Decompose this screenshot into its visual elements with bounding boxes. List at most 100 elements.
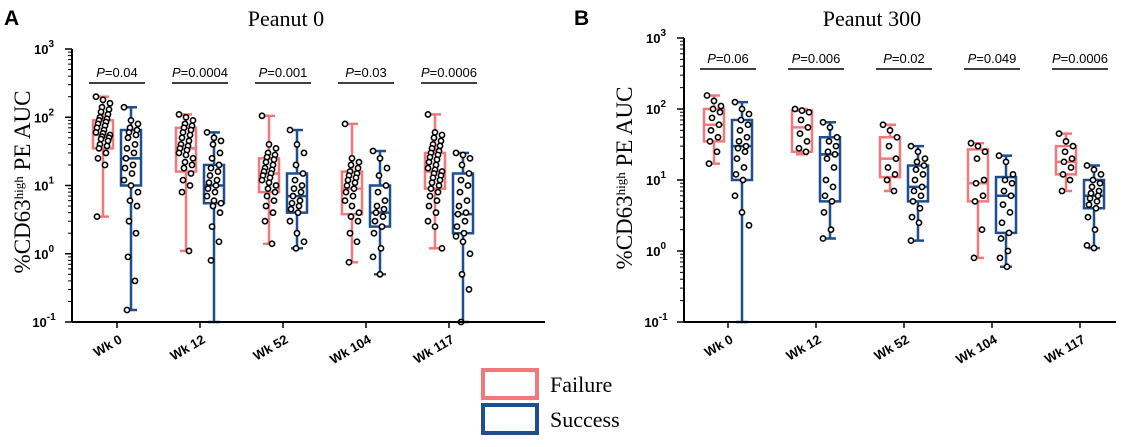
- panel-a-success-data-point: [377, 244, 385, 252]
- panel-b-success-data-point: [731, 192, 739, 200]
- panel-a-success-data-point: [466, 250, 474, 258]
- panel-a-success-data-point: [132, 229, 140, 237]
- panel-a-failure-data-point: [350, 185, 358, 193]
- panel-a-failure-data-point: [175, 149, 183, 157]
- panel-b-failure-data-point: [979, 192, 987, 200]
- panel-b-success-data-point: [1087, 189, 1095, 197]
- panel-b-success-data-point: [919, 170, 927, 178]
- panel-a-success-data-point: [126, 197, 134, 205]
- panel-b-success-data-point: [825, 137, 833, 145]
- panel-a-failure-data-point: [427, 185, 435, 193]
- panel-a-x-ticks: Wk 0 Wk 12 Wk 52 Wk 104 Wk 117: [91, 322, 457, 367]
- panel-b-success-data-point: [824, 148, 832, 156]
- panel-a-success-data-point: [374, 188, 382, 196]
- panel-b-success-data-point: [1006, 208, 1014, 216]
- panel-b-failure-data-point: [974, 142, 982, 150]
- panel-b-success-data-point: [996, 254, 1004, 262]
- panel-b-failure-data-point: [1067, 164, 1075, 171]
- panel-a-failure-data-point: [264, 185, 272, 193]
- panel-a-failure-data-point: [186, 182, 194, 189]
- panel-a-success-data-point: [209, 141, 217, 148]
- panel-b-success-data-point: [820, 208, 828, 216]
- panel-a-success-data-point: [369, 253, 377, 261]
- panel-b-success-data-point: [745, 221, 753, 229]
- panel-a-success-data-point: [380, 205, 388, 213]
- panel-a-success-data-point: [369, 147, 377, 155]
- panel-a-p-value: P=0.04: [96, 65, 138, 80]
- panel-a-success-data-point: [461, 217, 469, 225]
- panel-a-failure-data-point: [179, 176, 187, 184]
- panel-b-failure-data-point: [973, 155, 981, 163]
- panel-a-success-data-point: [120, 103, 128, 111]
- panel-a-failure-data-point: [181, 158, 189, 166]
- panel-a-success-data-point: [300, 238, 308, 246]
- panel-a-success-data-point: [459, 238, 467, 246]
- panel-b-failure-data-point: [707, 126, 715, 134]
- panel-b-failure-data-point: [971, 197, 979, 205]
- panel-a-success-data-point: [133, 202, 141, 210]
- panel-b-y-tick-label: 100: [646, 241, 666, 259]
- panel-a-success-data-point: [127, 182, 135, 189]
- panel-b-failure-data-point: [798, 107, 806, 114]
- panel-a-success-data-point: [463, 197, 471, 205]
- panel-a-failure-data-point: [354, 217, 362, 225]
- panel-a-failure-data-point: [187, 170, 195, 177]
- panel-a-success-data-point: [207, 256, 215, 264]
- panel-b-success-data-point: [732, 170, 740, 178]
- panel-a-success-data-point: [296, 197, 304, 205]
- panel-a-failure-data-point: [97, 108, 105, 116]
- panel-a-success-data-point: [460, 229, 468, 237]
- panel-a-failure-data-point: [106, 99, 114, 107]
- panel-b-failure-data-point: [1058, 187, 1066, 195]
- panel-b-failure-data-point: [713, 148, 721, 156]
- panel-b: B Peanut 300 %CD63high PE AUC 10-1 100 101…: [574, 6, 1116, 367]
- panel-b-success-data-point: [995, 152, 1003, 160]
- panel-b-category-label: Wk 104: [953, 331, 1000, 367]
- panel-a-failure-data-point: [435, 182, 443, 189]
- panel-b-failure-data-point: [885, 142, 893, 150]
- panel-a-y-tick-label: 101: [34, 176, 54, 194]
- panel-a-failure-data-point: [432, 209, 440, 217]
- panel-b-success-data-point: [1091, 226, 1099, 234]
- panel-a-failure-data-point: [351, 179, 359, 187]
- panel-b-success-data-point: [1083, 162, 1091, 169]
- panel-a-failure-data-point: [424, 164, 432, 172]
- panel-b-p-value: P=0.06: [707, 51, 749, 66]
- panel-b-success-data-point: [1085, 201, 1093, 209]
- panel-b-failure-data-point: [796, 130, 804, 138]
- panel-b-failure-box: [878, 136, 902, 179]
- panel-b-failure-data-point: [795, 144, 803, 152]
- panel-a-y-tick-label: 10-1: [32, 312, 56, 330]
- panel-b-success-data-point: [1086, 195, 1094, 202]
- panel-a-failure-data-point: [271, 188, 279, 196]
- panel-b-success-data-point: [999, 201, 1007, 209]
- panel-a-y-tick-label: 100: [34, 244, 54, 262]
- panel-a-success-data-point: [373, 202, 381, 210]
- panel-b-success-data-point: [738, 105, 746, 113]
- panel-b-success-data-point: [745, 110, 753, 118]
- panel-a-success-data-point: [453, 223, 461, 230]
- panel-a-success-data-point: [376, 270, 384, 278]
- panel-b-y-tick-label: 10-1: [644, 312, 668, 330]
- panel-a-success-data-point: [376, 154, 384, 162]
- panel-a-success-data-point: [213, 176, 221, 184]
- panel-b-success-data-point: [909, 197, 917, 205]
- panel-b-y-ticks: 10-1 100 101 102 103: [644, 28, 684, 330]
- panel-a-success-data-point: [131, 277, 139, 285]
- panel-a-success-data-point: [203, 128, 211, 136]
- panel-b-success-data-point: [1093, 197, 1101, 205]
- panel-a-success-data-point: [383, 164, 391, 172]
- panel-a-success-data-point: [455, 202, 463, 210]
- panel-b-failure-data-point: [1060, 158, 1068, 166]
- panel-a-failure-data-point: [189, 154, 197, 162]
- panel-a-failure-data-point: [188, 161, 196, 169]
- panel-b-failure-data-point: [709, 105, 717, 113]
- panel-b-p-value: P=0.006: [792, 51, 841, 66]
- panel-a-success-data-point: [299, 170, 307, 177]
- panel-b-failure-data-point: [1055, 130, 1063, 138]
- panel-a-success-data-point: [204, 185, 212, 193]
- panel-b-failure-data-point: [970, 254, 978, 262]
- panel-a-success-data-point: [286, 217, 294, 225]
- panel-a-failure-data-point: [349, 192, 357, 200]
- panel-b-failure-data-point: [879, 121, 887, 129]
